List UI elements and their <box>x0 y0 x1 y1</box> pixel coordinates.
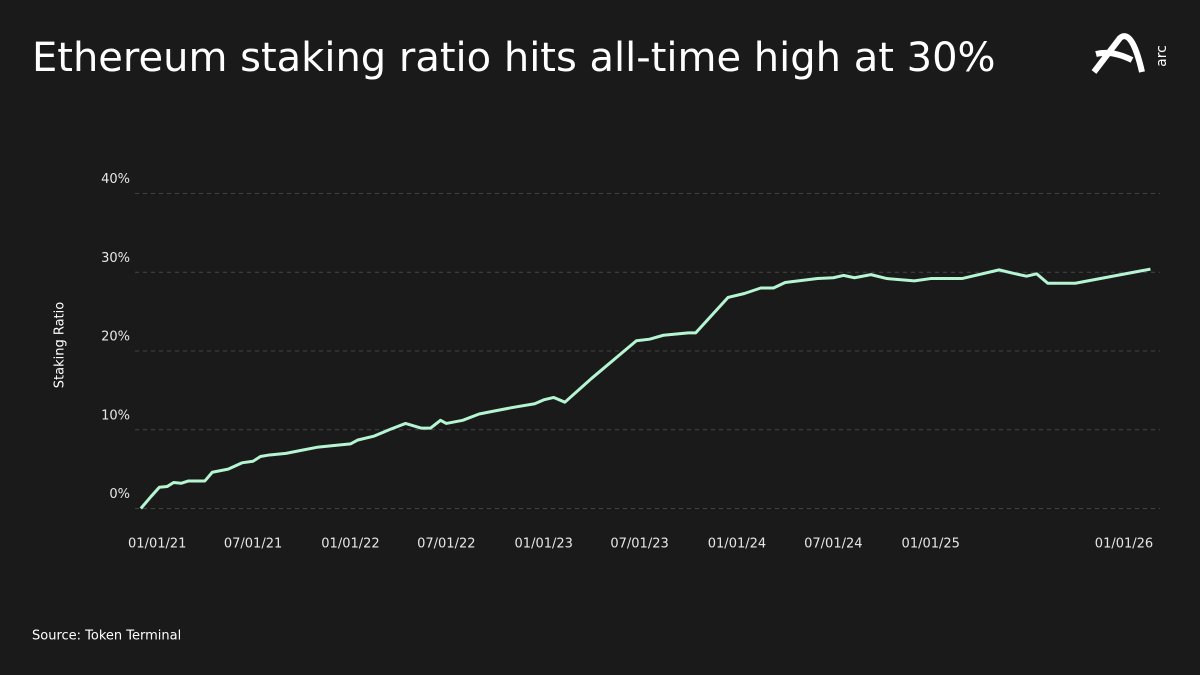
x-tick-label: 01/01/25 <box>902 537 960 552</box>
logo-mark <box>1091 33 1145 74</box>
x-tick-label: 07/01/22 <box>417 537 475 552</box>
x-tick-label: 01/01/21 <box>128 537 186 552</box>
x-tick-label: 01/01/23 <box>515 537 573 552</box>
x-tick-label: 01/01/22 <box>321 537 379 552</box>
x-tick-label: 01/01/26 <box>1095 537 1153 552</box>
line <box>139 267 1151 510</box>
y-tick-label: 40% <box>101 172 130 187</box>
chart-title: Ethereum staking ratio hits all-time hig… <box>32 35 996 81</box>
x-tick-label: 07/01/21 <box>224 537 282 552</box>
source: Source: Token Terminal <box>32 629 181 644</box>
logo: arc <box>1091 33 1170 74</box>
y-axis-label: Staking Ratio <box>53 302 68 389</box>
y-tick-label: 10% <box>101 408 130 423</box>
x-tick-label: 01/01/24 <box>708 537 766 552</box>
brand: arc <box>1154 45 1170 67</box>
y-tick-label: 20% <box>101 330 130 345</box>
x-tick-label: 07/01/23 <box>610 537 668 552</box>
y-tick-label: 30% <box>101 251 130 266</box>
y-tick-label: 0% <box>109 487 130 502</box>
logo-mark <box>1095 49 1134 63</box>
x-tick-label: 07/01/24 <box>804 537 862 552</box>
